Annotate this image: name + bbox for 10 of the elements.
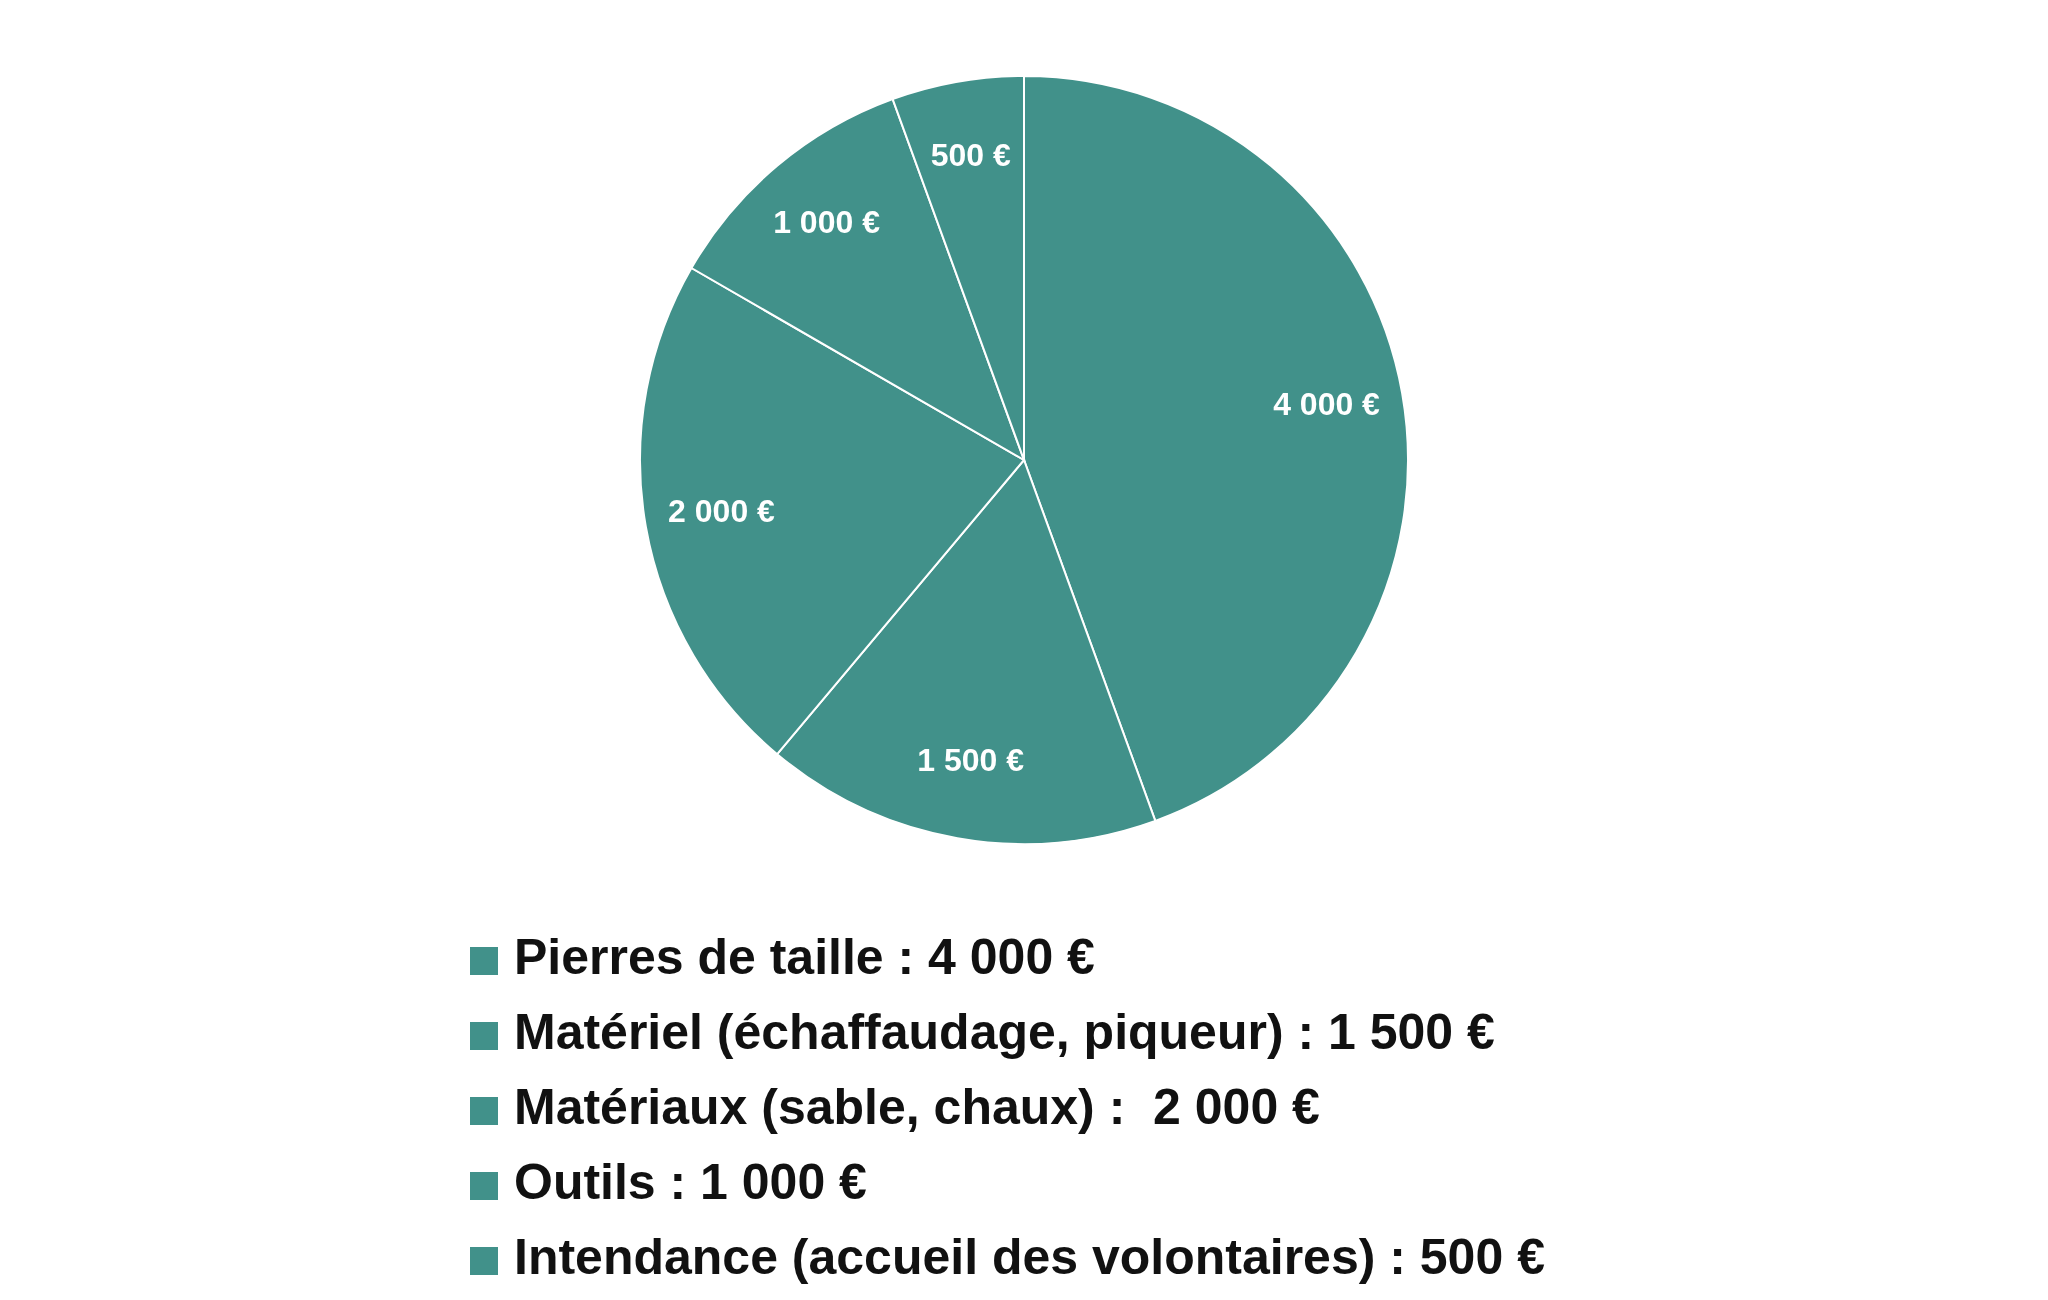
- legend-label: Pierres de taille : 4 000 €: [514, 929, 1095, 986]
- legend-label: Outils : 1 000 €: [514, 1154, 867, 1211]
- legend-label: Intendance (accueil des volontaires) : 500 €: [514, 1229, 1545, 1286]
- legend-label: Matériel (échaffaudage, piqueur) : 1 500 €: [514, 1004, 1495, 1061]
- legend-label: Matériaux (sable, chaux) : 2 000 €: [514, 1079, 1320, 1136]
- data-label: 500 €: [930, 136, 1011, 173]
- data-label: 4 000 €: [1273, 386, 1381, 423]
- data-label: 1 500 €: [917, 741, 1025, 778]
- data-label: 1 000 €: [773, 204, 881, 241]
- data-label: 2 000 €: [668, 492, 776, 529]
